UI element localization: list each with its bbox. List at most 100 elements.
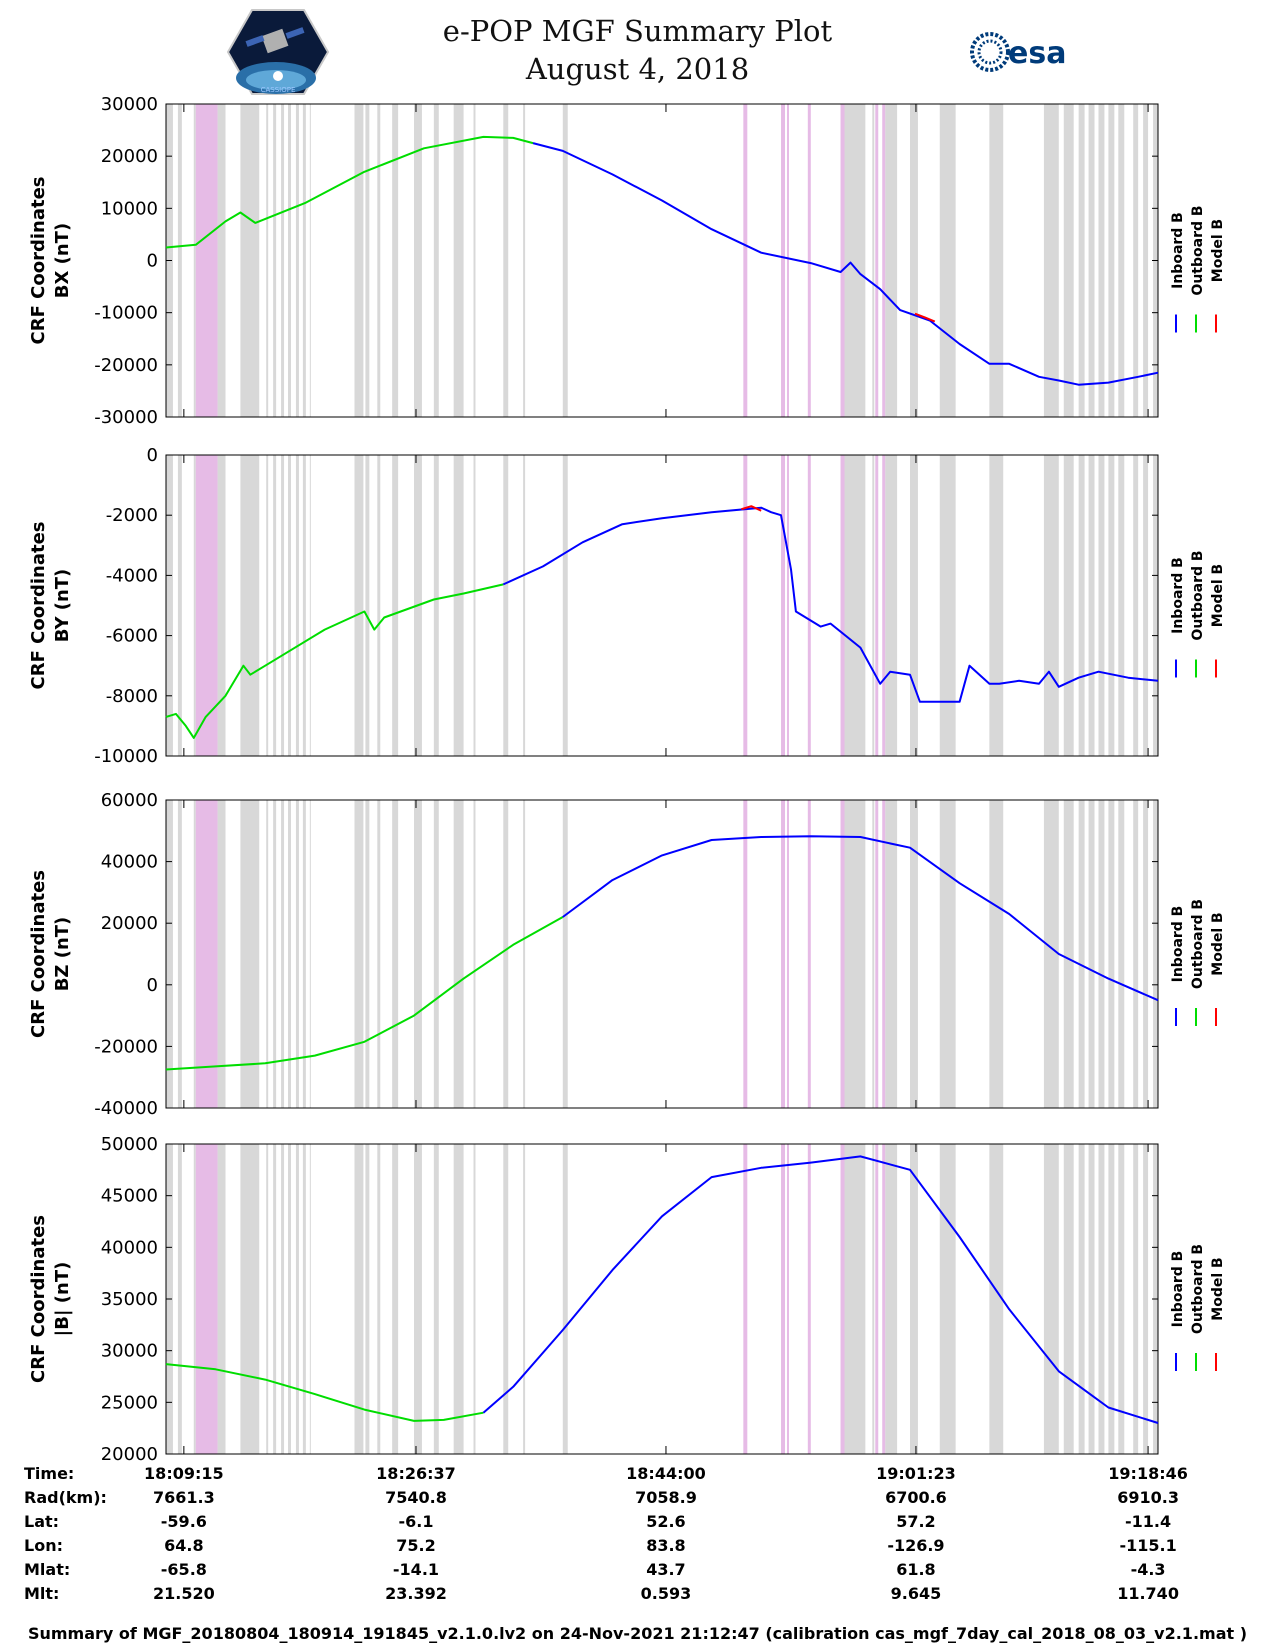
data-gap-band bbox=[473, 1144, 476, 1454]
panel-1: 30000 20000 10000 0 -10000 -20000 -30000 CRF Co… bbox=[28, 94, 1226, 428]
ephemeris-value: 23.392 bbox=[385, 1584, 447, 1603]
data-gap-band bbox=[1133, 800, 1139, 1108]
calibration-gap-band bbox=[840, 1144, 845, 1454]
y-tick-label: 30000 bbox=[101, 94, 158, 115]
data-gap-band bbox=[1098, 455, 1105, 756]
data-gap-band bbox=[1063, 455, 1074, 756]
ephemeris-value: -6.1 bbox=[398, 1512, 434, 1531]
data-gap-band bbox=[1118, 104, 1125, 417]
data-gap-band bbox=[365, 1144, 370, 1454]
y-axis-label-line1: CRF Coordinates bbox=[28, 1215, 49, 1383]
data-gap-band bbox=[309, 800, 311, 1108]
legend-label: Model B bbox=[1210, 219, 1226, 282]
series-line-outboard bbox=[165, 1363, 484, 1422]
data-gap-band bbox=[989, 800, 1004, 1108]
data-gap-band bbox=[1088, 1144, 1095, 1454]
ephemeris-value: 6910.3 bbox=[1117, 1488, 1179, 1507]
ephemeris-value: 52.6 bbox=[646, 1512, 686, 1531]
calibration-gap-band bbox=[195, 455, 218, 756]
data-gap-band bbox=[1063, 800, 1074, 1108]
data-gap-band bbox=[1098, 104, 1105, 417]
data-gap-band bbox=[989, 455, 1004, 756]
y-axis-label-line1: CRF Coordinates bbox=[28, 177, 49, 345]
ephemeris-value: 57.2 bbox=[896, 1512, 936, 1531]
data-gap-band bbox=[562, 800, 568, 1108]
calibration-gap-band bbox=[781, 1144, 786, 1454]
y-tick-label: 35000 bbox=[101, 1289, 158, 1310]
y-axis-label-line2: BZ (nT) bbox=[52, 917, 73, 992]
y-tick-label: -10000 bbox=[94, 746, 158, 767]
data-gap-band bbox=[166, 800, 173, 1108]
data-gap-band bbox=[840, 104, 866, 417]
data-gap-band bbox=[266, 455, 269, 756]
data-gap-band bbox=[1078, 455, 1085, 756]
series-line-inboard bbox=[562, 835, 1159, 1002]
data-gap-band bbox=[1153, 455, 1158, 756]
ephemeris-value: 6700.6 bbox=[885, 1488, 947, 1507]
data-gap-band bbox=[1108, 455, 1115, 756]
calibration-gap-band bbox=[781, 800, 786, 1108]
legend-label: Outboard B bbox=[1190, 1244, 1206, 1334]
data-gap-band bbox=[523, 104, 526, 417]
data-gap-band bbox=[1143, 1144, 1149, 1454]
legend-label: Model B bbox=[1210, 564, 1226, 627]
calibration-gap-band bbox=[807, 1144, 811, 1454]
cassiope-mission-logo: CASSIOPE bbox=[226, 9, 330, 95]
data-gap-band bbox=[989, 1144, 1004, 1454]
data-gap-band bbox=[453, 104, 464, 417]
data-gap-band bbox=[414, 104, 422, 417]
data-gap-band bbox=[1063, 104, 1074, 417]
data-gap-band bbox=[433, 1144, 439, 1454]
data-gap-band bbox=[885, 455, 898, 756]
ephemeris-value: 43.7 bbox=[646, 1560, 686, 1579]
y-tick-label: 60000 bbox=[101, 790, 158, 811]
data-gap-band bbox=[910, 1144, 918, 1454]
y-tick-label: 0 bbox=[147, 251, 158, 272]
calibration-gap-band bbox=[882, 104, 886, 417]
calibration-gap-band bbox=[195, 104, 218, 417]
ephemeris-value: -59.6 bbox=[160, 1512, 207, 1531]
data-gap-band bbox=[910, 800, 918, 1108]
data-gap-band bbox=[177, 1144, 182, 1454]
data-gap-band bbox=[414, 1144, 422, 1454]
legend-label: Inboard B bbox=[1170, 557, 1186, 634]
ephemeris-row: Rad(km): 7661.3 7540.8 7058.9 6700.6 6910.3 bbox=[0, 1488, 1275, 1512]
data-gap-band bbox=[939, 455, 956, 756]
data-gap-band bbox=[562, 104, 568, 417]
data-gap-band bbox=[365, 455, 370, 756]
calibration-gap-band bbox=[875, 104, 879, 417]
data-gap-band bbox=[1143, 800, 1149, 1108]
legend-label: Inboard B bbox=[1170, 906, 1186, 983]
data-gap-band bbox=[523, 1144, 526, 1454]
y-tick-label: -2000 bbox=[106, 505, 158, 526]
data-gap-band bbox=[273, 104, 277, 417]
calibration-gap-band bbox=[781, 455, 786, 756]
ephemeris-label: Mlat: bbox=[24, 1560, 71, 1579]
series-line-inboard bbox=[532, 142, 1159, 386]
data-gap-band bbox=[939, 104, 956, 417]
ephemeris-value: 61.8 bbox=[896, 1560, 936, 1579]
data-gap-band bbox=[365, 800, 370, 1108]
ephemeris-value: 75.2 bbox=[396, 1536, 436, 1555]
y-tick-label: -20000 bbox=[94, 355, 158, 376]
data-gap-band bbox=[217, 1144, 226, 1454]
data-gap-band bbox=[309, 455, 311, 756]
calibration-gap-band bbox=[807, 800, 811, 1108]
data-gap-band bbox=[473, 455, 476, 756]
calibration-gap-band bbox=[875, 455, 879, 756]
data-gap-band bbox=[217, 455, 226, 756]
calibration-gap-band bbox=[781, 104, 786, 417]
data-gap-band bbox=[281, 455, 285, 756]
data-gap-band bbox=[1088, 800, 1095, 1108]
ephemeris-value: -11.4 bbox=[1125, 1512, 1172, 1531]
y-tick-label: -10000 bbox=[94, 303, 158, 324]
data-gap-band bbox=[1098, 800, 1105, 1108]
chart-title-line2: August 4, 2018 bbox=[525, 52, 750, 86]
calibration-gap-band bbox=[786, 800, 789, 1108]
data-gap-band bbox=[473, 800, 476, 1108]
ephemeris-label: Time: bbox=[24, 1464, 75, 1483]
ephemeris-value: 83.8 bbox=[646, 1536, 686, 1555]
ephemeris-value: 18:09:15 bbox=[144, 1464, 224, 1483]
data-gap-band bbox=[1063, 1144, 1074, 1454]
